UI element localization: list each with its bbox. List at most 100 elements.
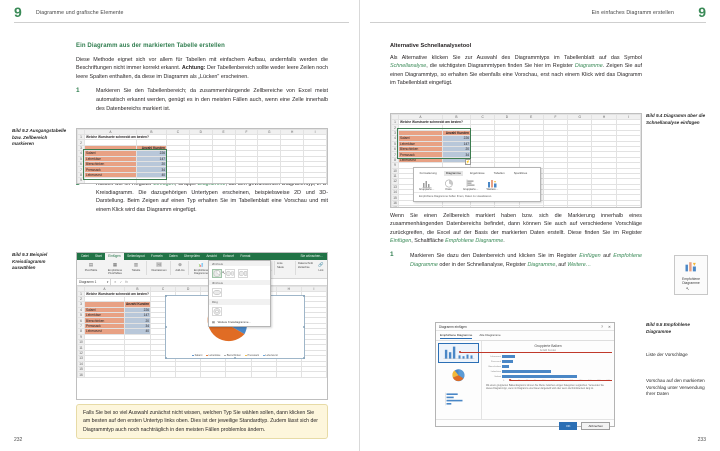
tab-daten[interactable]: Daten	[169, 254, 178, 258]
qa-tab-diagramme[interactable]: Diagramme	[444, 170, 463, 177]
qa-tab-tabellen[interactable]: Tabellen	[493, 171, 505, 176]
tab-format[interactable]: Format	[240, 254, 251, 258]
cell[interactable]	[275, 371, 302, 378]
chevron-down-icon[interactable]: ▾	[106, 279, 109, 284]
tell-me-box[interactable]: Sie wünschen...	[300, 254, 323, 258]
qa-item-weitere[interactable]: Weitere…	[485, 179, 500, 191]
cell[interactable]	[211, 177, 236, 183]
sparkline-saeule[interactable]: Säule	[277, 265, 284, 269]
resize-handle-ne[interactable]	[303, 295, 305, 297]
empfohlene-diagramme-button[interactable]: Empfohlene Diagramme ↖	[674, 255, 708, 295]
tab-formeln[interactable]: Formeln	[151, 254, 163, 258]
tab-einfuegen[interactable]: Einfügen	[104, 253, 124, 260]
cell[interactable]	[615, 205, 641, 207]
tab-ueberpruefen[interactable]: Überprüfen	[183, 254, 200, 258]
resize-handle-s[interactable]	[234, 357, 236, 359]
doughnut-icon[interactable]	[212, 307, 222, 317]
name-box[interactable]: Diagramm 1 ▾	[77, 278, 111, 285]
close-icon[interactable]: ✕	[607, 324, 611, 329]
ribbon-group-add-ins[interactable]: ⊕ Add-Ins	[173, 261, 187, 272]
cell[interactable]	[300, 371, 327, 378]
resize-handle-sw[interactable]	[165, 357, 167, 359]
filter-datenschnitt[interactable]: Datenschnitt	[298, 261, 313, 265]
suggestion-thumb-column[interactable]	[438, 343, 479, 363]
bar-of-pie-icon[interactable]	[238, 268, 248, 278]
ribbon-group-pivottable[interactable]: ▤ PivotTable	[80, 261, 102, 272]
filter-zeitachse[interactable]: Zeitachse	[298, 265, 310, 269]
tab-seitenlayout[interactable]: Seitenlayout	[127, 254, 145, 258]
pie-2d-icon[interactable]	[212, 268, 222, 278]
cell[interactable]	[234, 177, 259, 183]
row-header[interactable]: 16	[77, 371, 85, 378]
cell[interactable]	[591, 205, 617, 207]
ribbon-group-links[interactable]: 🔗 Link	[315, 261, 327, 272]
cell[interactable]	[84, 371, 125, 378]
resize-handle-se[interactable]	[303, 357, 305, 359]
tab-entwurf[interactable]: Entwurf	[223, 254, 234, 258]
dialog-tab-empfohlene[interactable]: Empfohlene Diagramme	[440, 332, 473, 339]
figure-9-5-dialog[interactable]: Diagramm einfügen ? ✕ Empfohlene Diagram…	[435, 322, 615, 430]
row-header[interactable]: 17	[391, 205, 399, 207]
chart-type-gallery[interactable]: 2D-Kreis 3D-Kreis	[208, 260, 271, 327]
ok-button[interactable]: OK	[559, 422, 578, 430]
cell[interactable]	[175, 371, 202, 378]
help-icon[interactable]: ?	[600, 324, 603, 329]
resize-handle-w[interactable]	[165, 326, 167, 328]
table-header-cell[interactable]: Anzahl Kunden	[124, 301, 151, 308]
cell[interactable]	[280, 177, 305, 183]
cell[interactable]	[225, 371, 252, 378]
cell[interactable]	[136, 177, 167, 183]
ribbon-group-empfohlene-pivottables[interactable]: ▦ Empfohlene PivotTables	[103, 261, 127, 276]
cell[interactable]	[257, 177, 282, 183]
sparkline-linie[interactable]: Linie	[277, 261, 283, 265]
quick-analysis-button[interactable]: ⚡	[465, 159, 471, 165]
suggestion-list[interactable]	[436, 341, 482, 419]
confirm-icon[interactable]: ✓	[119, 279, 123, 284]
cell[interactable]	[303, 177, 327, 183]
worksheet-grid-92[interactable]: A B C D E F G H I 1 Welche Wurstsorte sch…	[77, 129, 327, 183]
cell[interactable]	[398, 205, 443, 207]
ribbon-group-filter[interactable]: Datenschnitt Zeitachse	[298, 262, 313, 270]
quick-analysis-popup[interactable]: Formatierung Diagramme Ergebnisse Tabell…	[413, 167, 541, 202]
qa-item-gruppierte-balken[interactable]: Gruppierte…	[463, 179, 478, 191]
cell[interactable]	[469, 205, 496, 207]
function-icon[interactable]: fx	[125, 279, 128, 284]
cell[interactable]	[542, 205, 569, 207]
suggestion-thumb-pie[interactable]	[438, 366, 479, 386]
qa-item-gruppierte-saeulen[interactable]: Gruppierte…	[419, 179, 434, 191]
cell[interactable]	[494, 205, 520, 207]
cell[interactable]	[124, 371, 151, 378]
dialog-tab-alle[interactable]: Alle Diagramme	[479, 332, 501, 337]
gallery-more-charts[interactable]: ▤ Weitere Kreisdiagramme…	[209, 319, 270, 326]
pie-of-pie-icon[interactable]	[225, 268, 235, 278]
sheet-title-cell[interactable]: Welche Wurstsorte schmeckt am besten?	[398, 118, 471, 126]
resize-handle-e[interactable]	[303, 326, 305, 328]
ribbon-group-tabelle[interactable]: ▥ Tabelle	[128, 261, 144, 272]
cancel-icon[interactable]: ✕	[114, 279, 117, 284]
resize-handle-nw[interactable]	[165, 295, 167, 297]
cell[interactable]	[166, 177, 190, 183]
ribbon-group-empfohlene-diagramme[interactable]: 📊 Empfohlene Diagramme	[190, 261, 212, 276]
ribbon-group-illustrationen[interactable]: 🖼 Illustrationen	[149, 261, 169, 272]
suggestion-thumb-bar[interactable]	[438, 389, 479, 409]
pie-3d-icon[interactable]	[212, 287, 222, 297]
cancel-button[interactable]: Abbrechen	[581, 422, 610, 430]
cell[interactable]	[188, 177, 213, 183]
cell[interactable]	[149, 371, 177, 378]
tab-start[interactable]: Start	[95, 254, 102, 258]
tab-ansicht[interactable]: Ansicht	[206, 254, 217, 258]
bar-label: Leberkäse	[490, 370, 501, 373]
sheet-title-cell[interactable]: Welche Wurstsorte schmeckt am besten?	[84, 290, 151, 297]
cell[interactable]	[442, 205, 471, 207]
qa-tab-formatierung[interactable]: Formatierung	[419, 171, 437, 176]
qa-tab-sparklines[interactable]: Sparklines	[513, 171, 528, 176]
ribbon-group-sparklines[interactable]: Linie Säule	[277, 262, 284, 270]
cell[interactable]	[250, 371, 277, 378]
cell[interactable]	[518, 205, 544, 207]
cell[interactable]	[200, 371, 227, 378]
tab-datei[interactable]: Datei	[81, 254, 89, 258]
qa-item-kreis[interactable]: Kreis	[441, 179, 456, 191]
cell[interactable]	[567, 205, 593, 207]
step-2-part-c: , auf den gewünschten Diagrammtyp, z. B.…	[96, 181, 328, 213]
qa-tab-ergebnisse[interactable]: Ergebnisse	[470, 171, 485, 176]
